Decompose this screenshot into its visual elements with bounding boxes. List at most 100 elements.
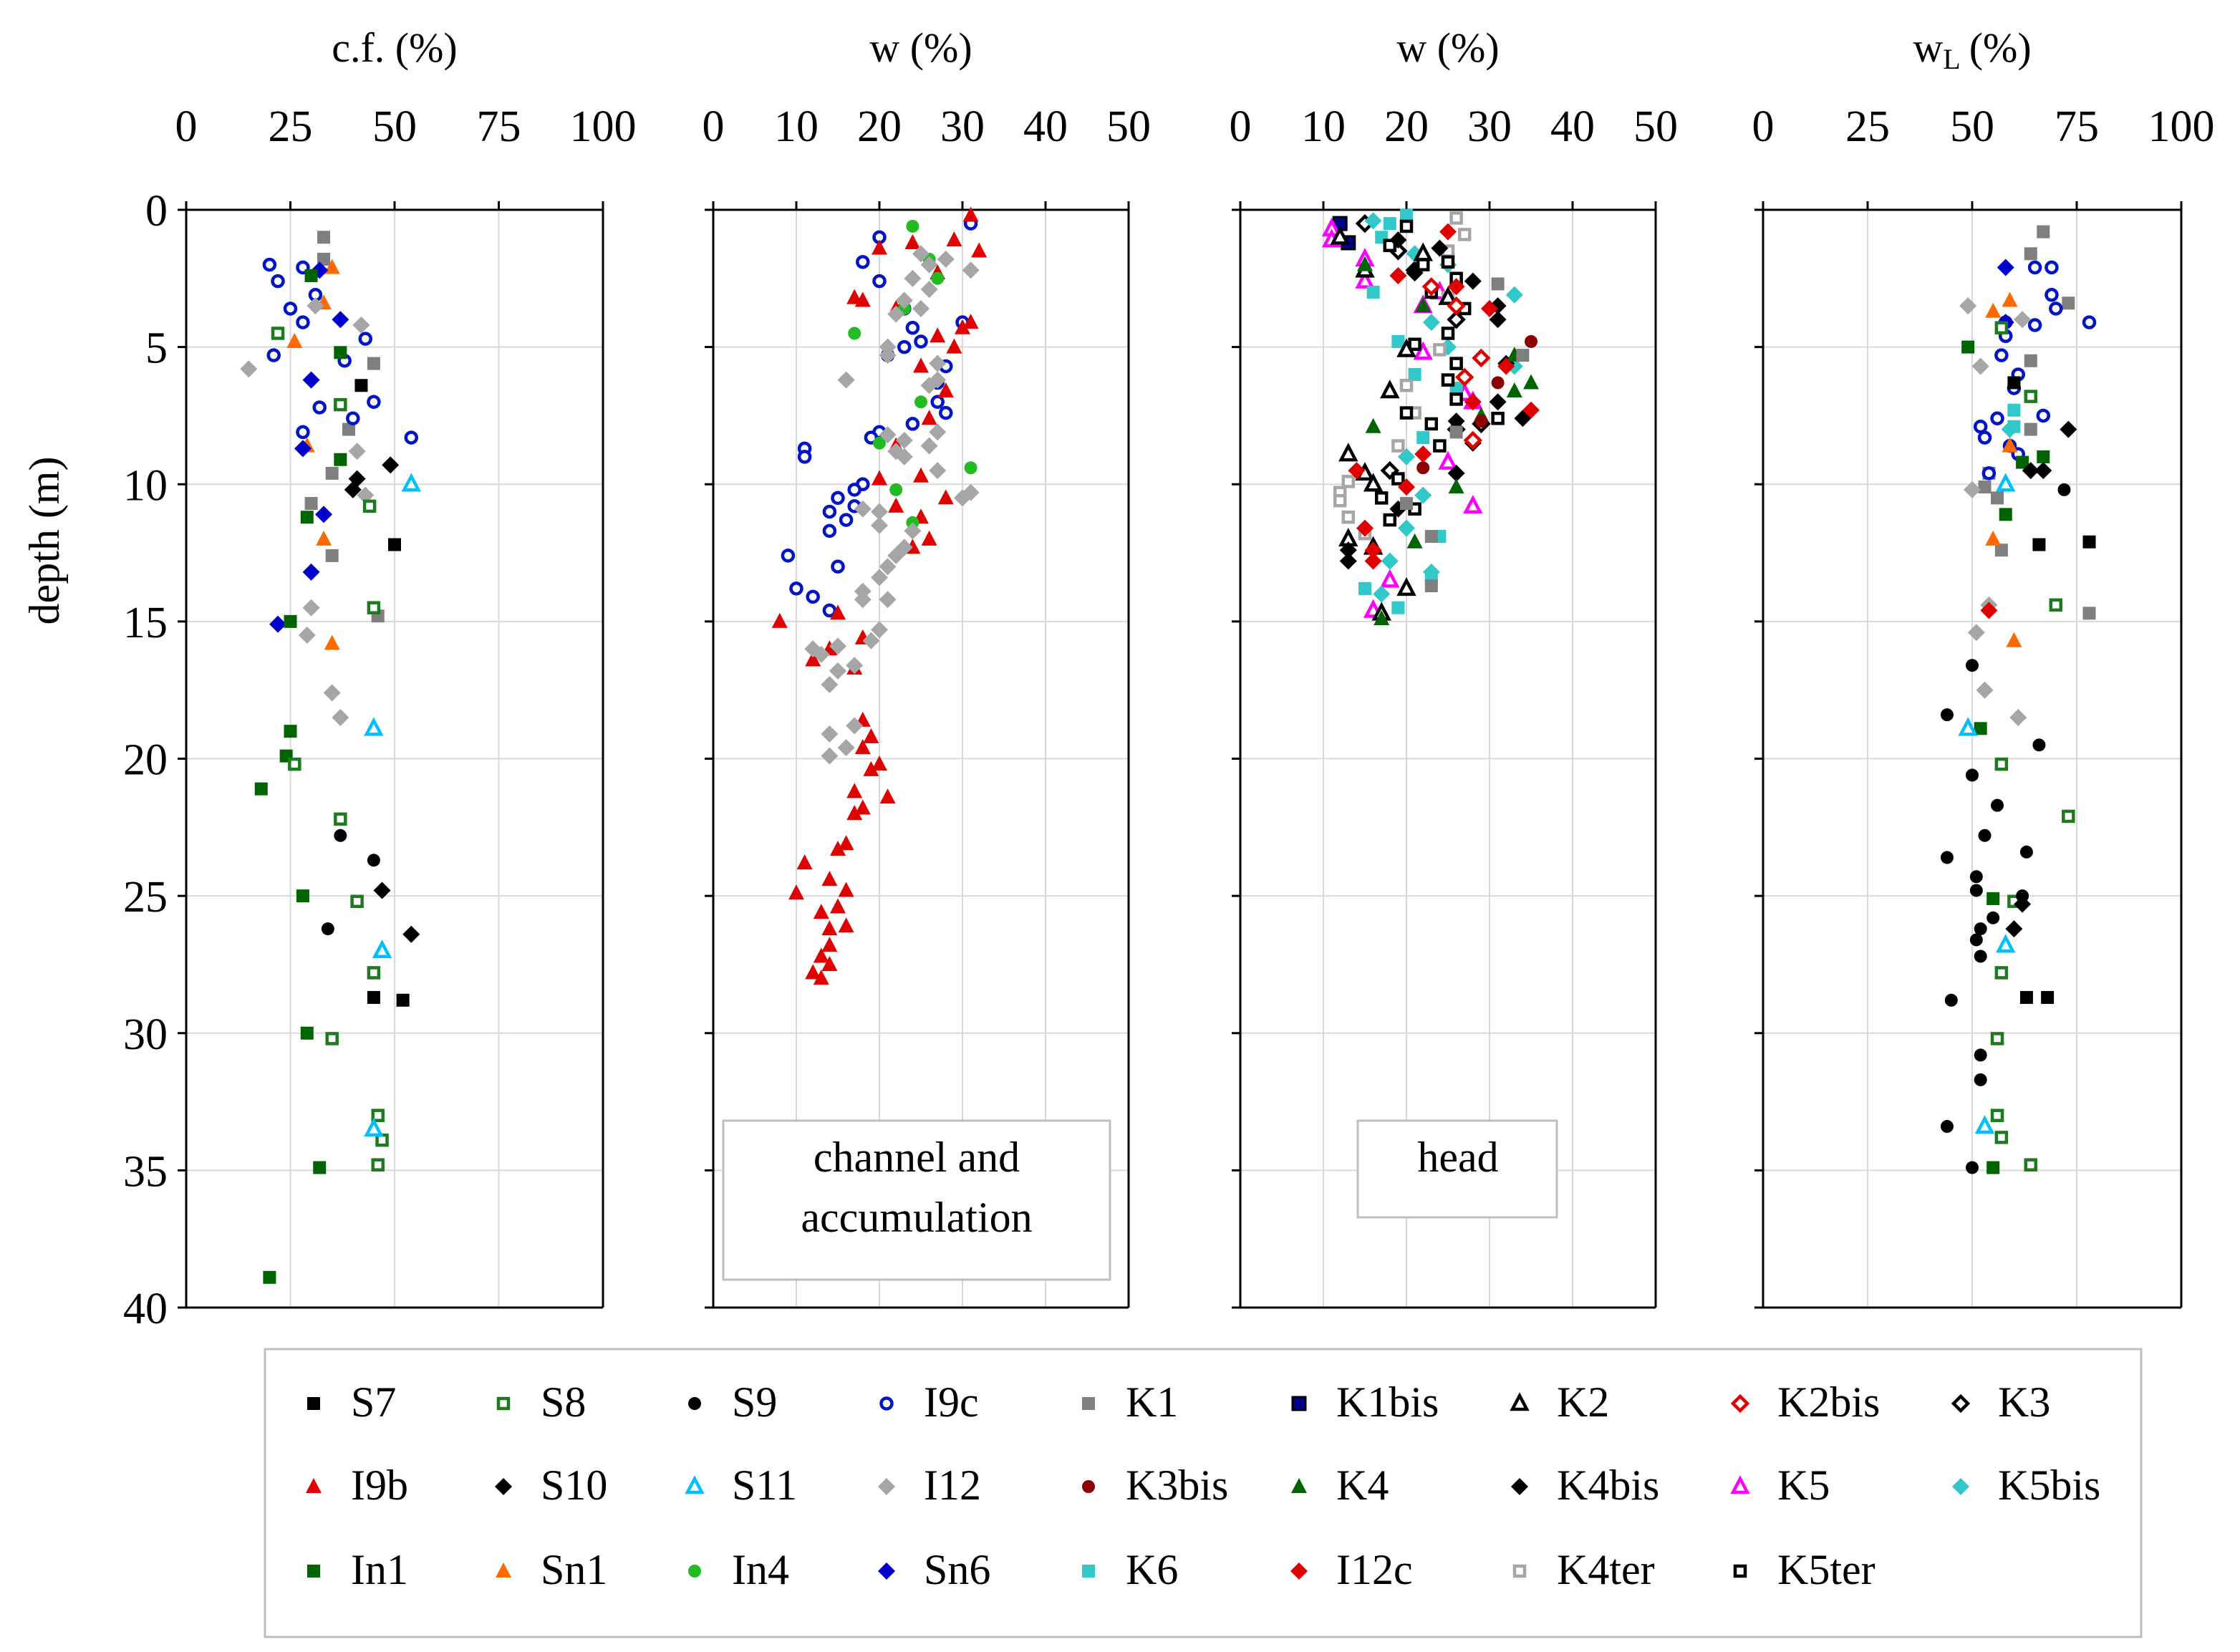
data-point-k4ter xyxy=(1433,343,1447,357)
data-point-k3bis xyxy=(1491,376,1505,390)
data-point-k2 xyxy=(1413,242,1433,261)
data-point-k1 xyxy=(325,466,339,480)
data-point-i9c xyxy=(797,450,812,464)
legend-label: S8 xyxy=(541,1378,586,1426)
data-point-k1 xyxy=(2024,247,2037,261)
data-point-in1 xyxy=(284,614,297,628)
data-point-i12c xyxy=(1497,357,1515,375)
data-point-i12 xyxy=(937,250,955,268)
legend-item-k5bis: K5bis xyxy=(1952,1462,2100,1509)
data-point-i9b xyxy=(821,871,838,887)
data-point-k2bis xyxy=(1421,277,1441,296)
data-point-i9c xyxy=(296,315,310,329)
points-cf xyxy=(240,231,422,1284)
legend-item-i12: I12 xyxy=(878,1462,981,1509)
data-point-i9b xyxy=(838,917,854,933)
legend-label: K4 xyxy=(1336,1462,1389,1509)
legend-item-k4ter: K4ter xyxy=(1512,1546,1655,1593)
data-point-s7 xyxy=(2032,538,2046,551)
data-point-k4bis xyxy=(1389,231,1407,249)
panel-title: c.f. (%) xyxy=(332,24,458,71)
legend-item-k1bis: K1bis xyxy=(1291,1378,1439,1426)
data-point-i12 xyxy=(821,676,839,694)
data-point-i9b xyxy=(821,955,838,971)
legend-label: I12 xyxy=(924,1462,981,1509)
data-point-sn1 xyxy=(2002,437,2018,453)
data-point-i9b xyxy=(821,920,838,936)
data-point-k2 xyxy=(1438,286,1458,305)
data-point-s7 xyxy=(396,993,410,1007)
data-point-i9b xyxy=(955,319,970,334)
data-point-i12 xyxy=(854,500,872,518)
legend-marker xyxy=(1733,1564,1747,1578)
data-point-i9b xyxy=(872,239,887,255)
data-point-in1 xyxy=(1986,892,2000,905)
data-point-s8 xyxy=(2024,1158,2038,1172)
panel-title: w (%) xyxy=(869,24,972,71)
y-tick-label: 35 xyxy=(123,1147,168,1196)
panel-title-main: w (%) xyxy=(869,24,972,71)
data-point-sn1 xyxy=(286,332,303,348)
data-point-i9c xyxy=(1994,348,2009,362)
data-point-i12c xyxy=(1439,223,1457,241)
data-point-in1 xyxy=(300,511,314,524)
legend-label: K3bis xyxy=(1126,1462,1228,1509)
data-point-k6 xyxy=(1383,217,1396,231)
data-point-s8 xyxy=(1990,1032,2004,1045)
data-point-i9c xyxy=(897,339,912,354)
data-point-sn1 xyxy=(316,530,332,546)
data-point-k5bis xyxy=(1373,585,1391,603)
data-point-k2 xyxy=(1363,473,1384,492)
data-point-k4 xyxy=(1506,382,1522,397)
data-point-s9 xyxy=(321,922,334,936)
data-point-k4bis xyxy=(1489,311,1507,329)
data-point-i9b xyxy=(946,231,962,247)
data-point-i9c xyxy=(271,274,285,289)
data-point-k5ter xyxy=(1408,337,1421,352)
data-point-in1 xyxy=(263,1270,276,1284)
data-point-k6 xyxy=(1391,601,1405,614)
data-point-s10 xyxy=(2005,920,2023,938)
data-point-i12 xyxy=(1967,624,1985,642)
data-point-in1 xyxy=(296,889,309,903)
legend-marker xyxy=(1730,1393,1750,1414)
data-point-i9c xyxy=(831,491,845,506)
data-point-s10 xyxy=(344,480,362,498)
panel-title: wL (%) xyxy=(1913,24,2031,75)
data-point-k1 xyxy=(1978,480,1992,494)
data-point-i9b xyxy=(846,805,863,821)
legend-label: I9c xyxy=(924,1378,979,1426)
legend-label: In1 xyxy=(351,1546,408,1593)
x-tick-label: 25 xyxy=(269,102,313,151)
data-point-s9 xyxy=(1940,851,1954,864)
data-point-i9c xyxy=(905,321,920,335)
data-point-s11 xyxy=(1995,934,2016,953)
data-point-k2bis xyxy=(1447,296,1466,316)
data-point-i9c xyxy=(856,255,870,269)
data-point-i9b xyxy=(854,291,871,307)
data-point-sn6 xyxy=(302,371,320,389)
data-point-s7 xyxy=(2007,376,2021,390)
data-point-k5ter xyxy=(1449,392,1463,406)
data-point-s9 xyxy=(1974,950,1987,963)
data-point-k5ter xyxy=(1441,373,1455,387)
data-point-i12 xyxy=(862,632,880,649)
data-point-i12 xyxy=(871,621,888,639)
data-point-i9b xyxy=(879,788,896,804)
data-point-k4ter xyxy=(1449,211,1463,225)
legend-label: K5ter xyxy=(1777,1546,1875,1593)
data-point-i9c xyxy=(1981,466,1997,480)
legend-marker xyxy=(1082,1397,1095,1410)
data-point-i12c xyxy=(1447,278,1465,296)
data-point-k5ter xyxy=(1383,513,1397,527)
data-point-i9c xyxy=(404,430,419,445)
data-point-k5 xyxy=(1413,341,1433,360)
data-point-i9b xyxy=(771,612,788,628)
data-point-in4 xyxy=(931,271,945,285)
data-point-k1 xyxy=(317,231,331,244)
data-point-s8 xyxy=(1994,1131,2009,1144)
legend-label: S7 xyxy=(351,1378,396,1426)
data-point-s9 xyxy=(367,854,380,867)
panel-title-main: w (%) xyxy=(1396,24,1499,71)
data-point-s9 xyxy=(2032,738,2046,752)
